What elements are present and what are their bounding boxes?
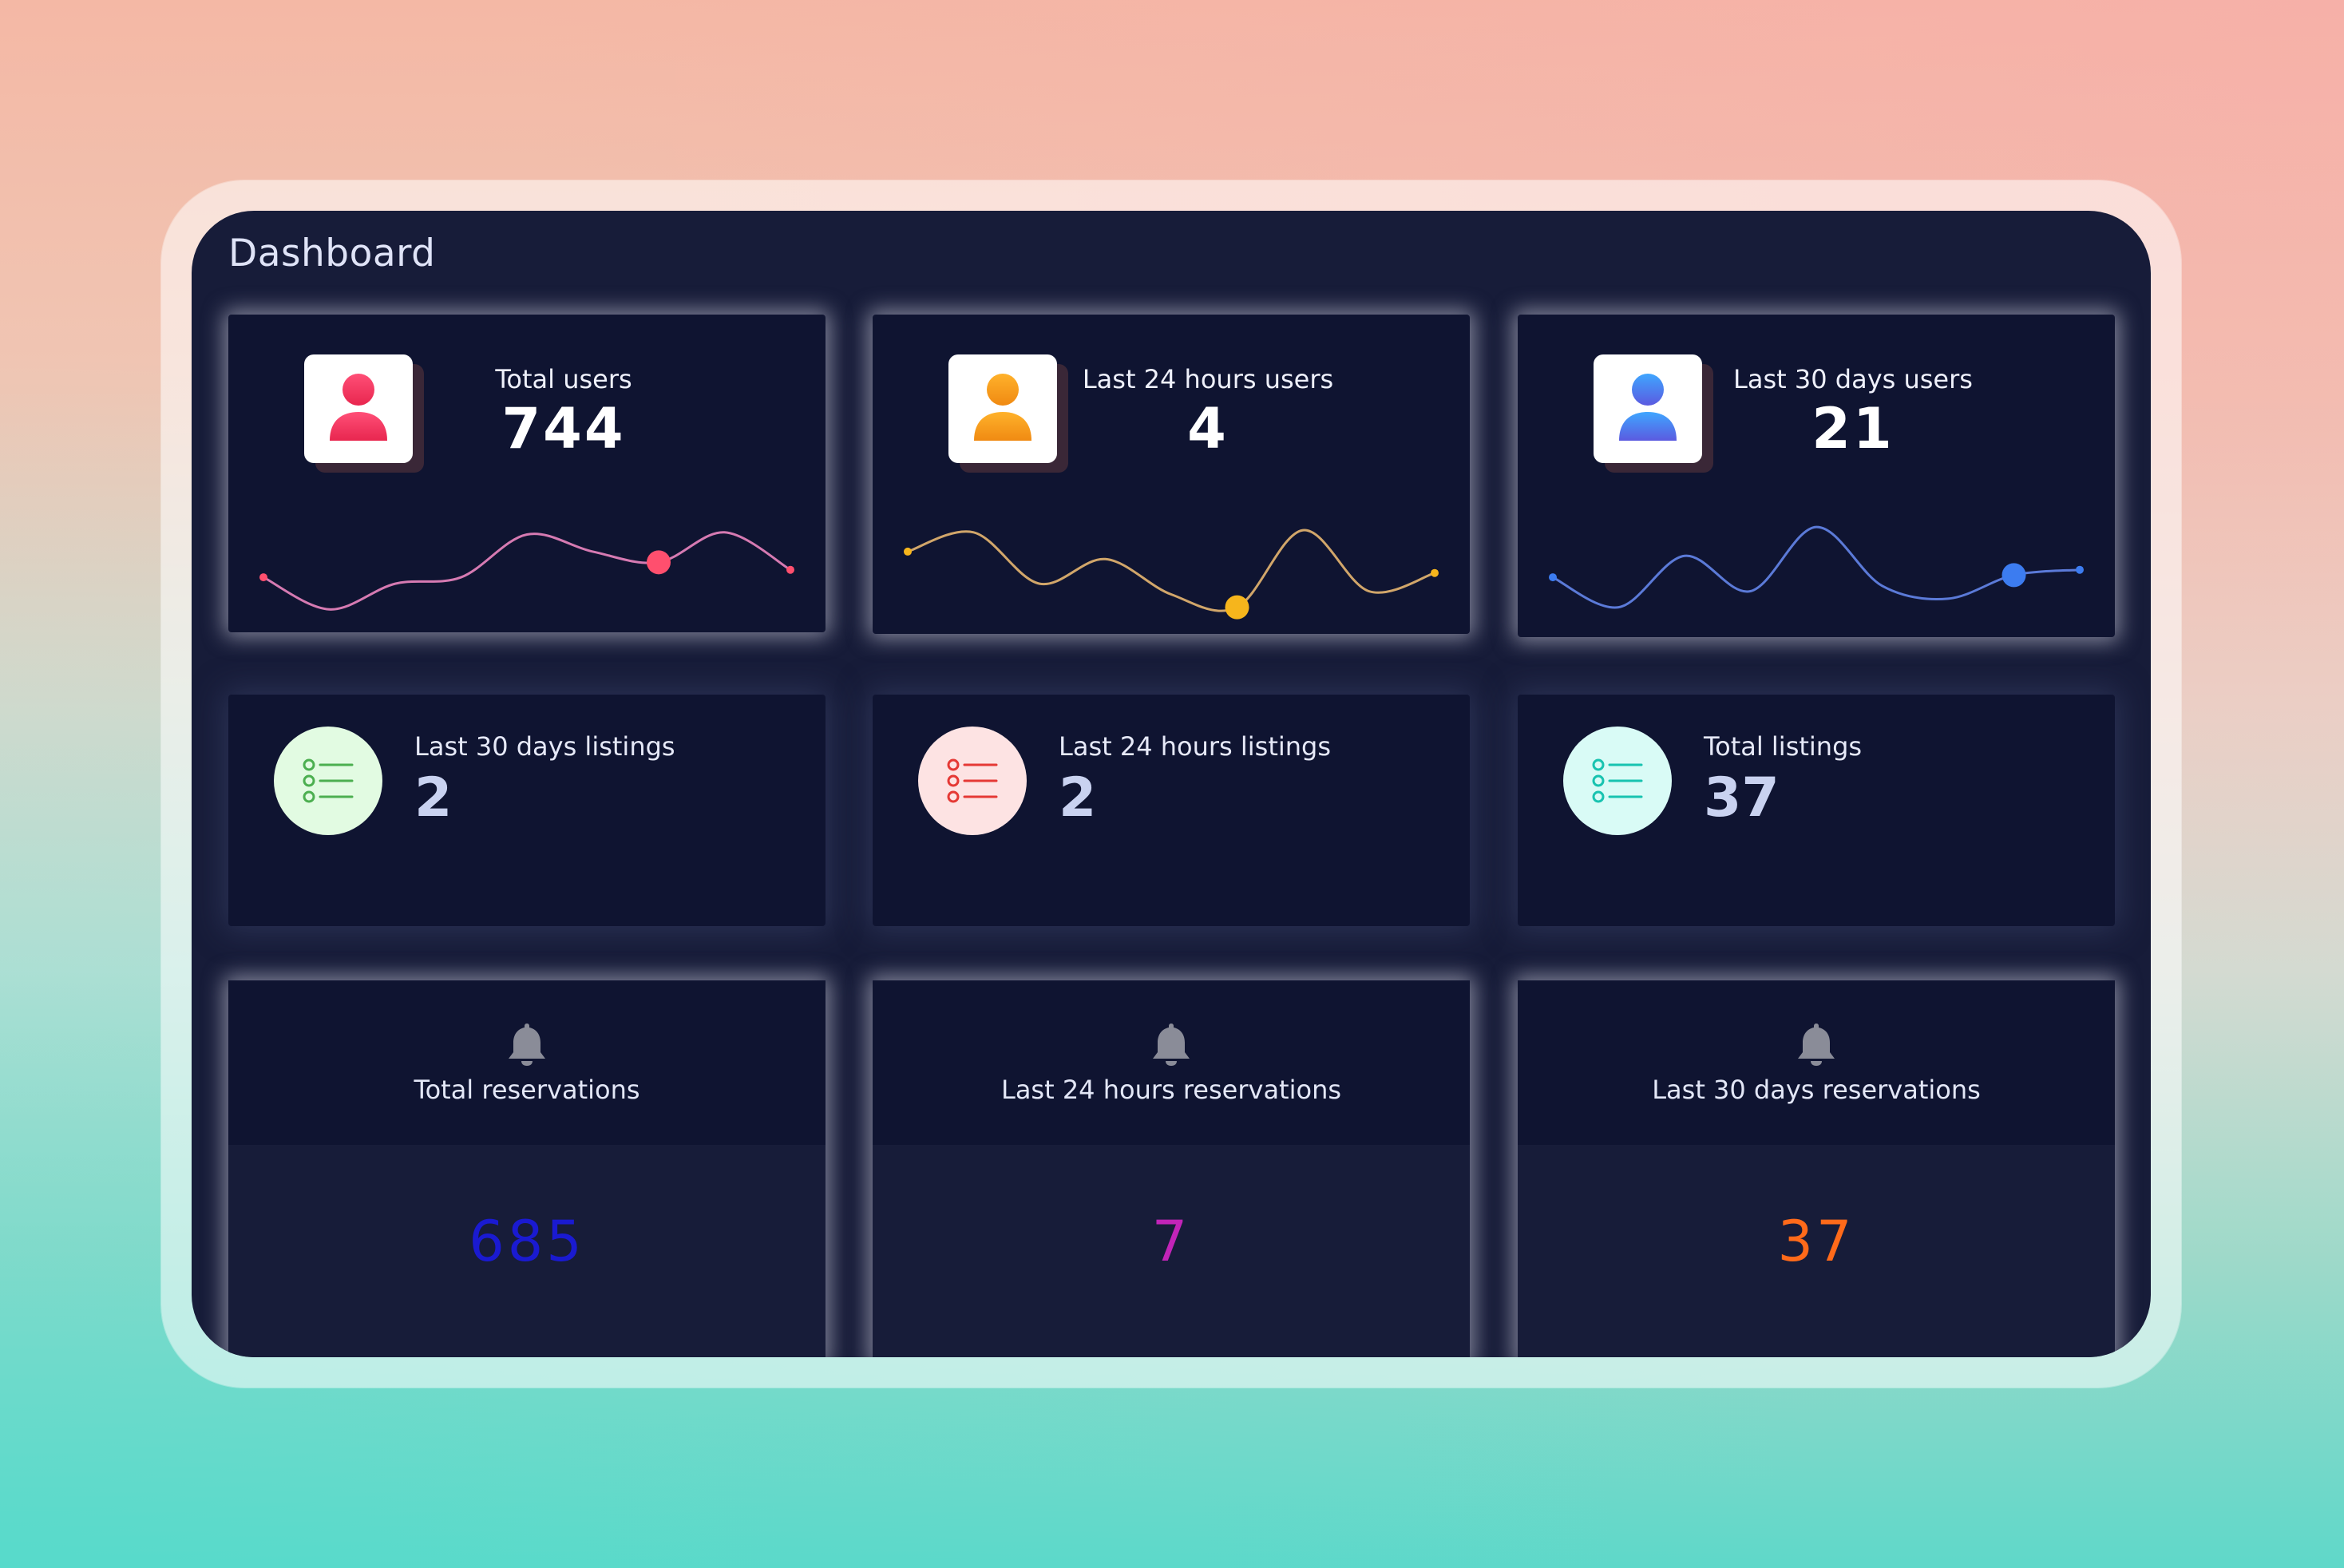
page-title: Dashboard xyxy=(228,232,436,275)
sparkline-path xyxy=(907,529,1435,612)
sparkline-marker[interactable] xyxy=(2002,563,2026,588)
dashboard-screen: Dashboard Total users 744 Last 24 hours … xyxy=(192,211,2151,1357)
sparkline-path xyxy=(1552,525,2081,609)
user-icon xyxy=(1619,374,1677,441)
bell-icon xyxy=(509,1024,545,1066)
sparkline-marker[interactable] xyxy=(1225,595,1249,620)
total-users-value: 744 xyxy=(501,396,626,461)
sparkline-endpoint xyxy=(1431,568,1439,577)
sparkline-marker[interactable] xyxy=(647,550,671,575)
user-avatar-tile xyxy=(304,354,413,463)
total-users-card[interactable]: Total users 744 xyxy=(228,315,826,632)
last-24h-users-value: 4 xyxy=(1187,396,1229,461)
reservation-card-header: Last 24 hours reservations xyxy=(873,980,1470,1145)
sparkline-path xyxy=(263,531,791,611)
total-reservations-card[interactable]: Total reservations 685 xyxy=(228,980,826,1357)
total-listings-label: Total listings xyxy=(1704,731,1863,762)
last-30d-users-sparkline xyxy=(1549,525,2084,609)
user-avatar-tile xyxy=(1594,354,1702,463)
last-24h-listings-value: 2 xyxy=(1059,766,1097,830)
bell-icon xyxy=(1798,1024,1835,1066)
last-30d-reservations-label: Last 30 days reservations xyxy=(1652,1075,1981,1105)
last-30d-listings-card[interactable]: Last 30 days listings 2 xyxy=(228,695,826,926)
last-24h-listings-label: Last 24 hours listings xyxy=(1059,731,1332,762)
sparkline-endpoint xyxy=(2076,565,2084,574)
last-30d-users-card[interactable]: Last 30 days users 21 xyxy=(1518,315,2115,637)
total-users-sparkline xyxy=(259,531,794,611)
sparkline-endpoint xyxy=(904,547,912,556)
total-listings-card[interactable]: Total listings 37 xyxy=(1518,695,2115,926)
list-icon-circle xyxy=(274,727,382,835)
list-icon xyxy=(947,758,998,803)
last-24h-listings-card[interactable]: Last 24 hours listings 2 xyxy=(873,695,1470,926)
sparkline-endpoint xyxy=(1549,573,1557,582)
total-reservations-label: Total reservations xyxy=(414,1075,640,1105)
last-30d-users-value: 21 xyxy=(1811,396,1895,461)
reservation-card-header: Last 30 days reservations xyxy=(1518,980,2115,1145)
last-30d-reservations-card[interactable]: Last 30 days reservations 37 xyxy=(1518,980,2115,1357)
total-listings-value: 37 xyxy=(1704,766,1780,830)
sparkline-endpoint xyxy=(786,565,794,574)
bell-icon xyxy=(1153,1024,1190,1066)
last-30d-reservations-value: 37 xyxy=(1777,1209,1855,1274)
last-24h-users-label: Last 24 hours users xyxy=(1082,364,1334,394)
list-icon xyxy=(303,758,354,803)
sparkline-endpoint xyxy=(259,573,267,582)
user-avatar-tile xyxy=(948,354,1057,463)
user-icon xyxy=(330,374,387,441)
last-24h-reservations-card[interactable]: Last 24 hours reservations 7 xyxy=(873,980,1470,1357)
last-24h-users-sparkline xyxy=(904,529,1439,620)
list-icon-circle xyxy=(1563,727,1672,835)
reservation-card-header: Total reservations xyxy=(228,980,826,1145)
total-reservations-value: 685 xyxy=(469,1209,585,1274)
user-icon xyxy=(974,374,1031,441)
last-30d-listings-value: 2 xyxy=(414,766,453,830)
last-24h-reservations-value: 7 xyxy=(1151,1209,1191,1274)
list-icon xyxy=(1592,758,1643,803)
list-icon-circle xyxy=(918,727,1027,835)
last-24h-users-card[interactable]: Last 24 hours users 4 xyxy=(873,315,1470,634)
last-30d-users-label: Last 30 days users xyxy=(1733,364,1973,394)
last-24h-reservations-label: Last 24 hours reservations xyxy=(1000,1075,1342,1105)
total-users-label: Total users xyxy=(495,364,632,394)
last-30d-listings-label: Last 30 days listings xyxy=(414,731,675,762)
